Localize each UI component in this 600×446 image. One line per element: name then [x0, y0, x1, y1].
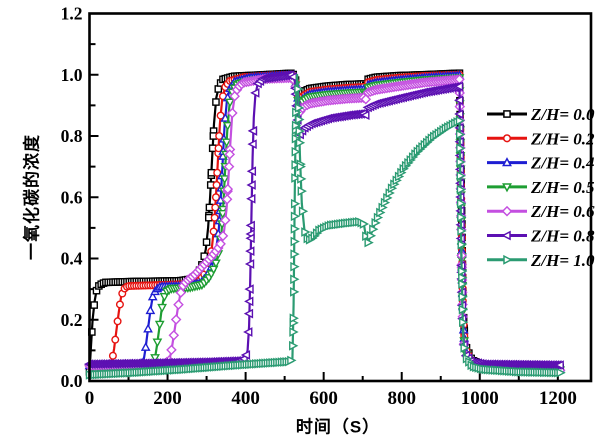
legend-item-3: Z/H= 0.5 — [487, 178, 595, 197]
y-tick-labels: 0.0 0.2 0.4 0.6 0.8 1.0 1.2 — [61, 4, 83, 392]
legend-item-5: Z/H= 0.8 — [487, 227, 595, 246]
svg-text:Z/H= 0.0: Z/H= 0.0 — [530, 105, 595, 124]
svg-text:Z/H= 0.5: Z/H= 0.5 — [530, 178, 595, 197]
svg-text:0.2: 0.2 — [61, 310, 83, 330]
legend-item-1: Z/H= 0.2 — [487, 129, 595, 148]
series-z-h-1-0 — [85, 73, 566, 380]
x-tick-labels: 0 200 400 600 800 1000 1200 — [85, 388, 577, 409]
svg-text:Z/H= 0.8: Z/H= 0.8 — [530, 227, 595, 246]
svg-text:0.6: 0.6 — [61, 187, 83, 207]
svg-text:400: 400 — [231, 388, 260, 409]
svg-text:0.8: 0.8 — [61, 126, 83, 146]
svg-text:0.0: 0.0 — [61, 371, 83, 391]
legend-item-6: Z/H= 1.0 — [487, 251, 595, 270]
svg-text:800: 800 — [387, 388, 416, 409]
legend-item-4: Z/H= 0.6 — [487, 202, 595, 221]
legend: Z/H= 0.0 Z/H= 0.2 Z/H= 0.4 Z/H= 0.5 Z/H= 0.6… — [487, 105, 595, 270]
legend-item-2: Z/H= 0.4 — [487, 154, 595, 173]
svg-text:1.0: 1.0 — [61, 65, 83, 85]
svg-text:Z/H= 1.0: Z/H= 1.0 — [530, 251, 595, 270]
legend-item-0: Z/H= 0.0 — [487, 105, 595, 124]
svg-text:1.2: 1.2 — [61, 4, 83, 24]
svg-text:1200: 1200 — [539, 388, 577, 409]
x-axis-title: 时间（S） — [295, 417, 381, 437]
svg-text:200: 200 — [153, 388, 182, 409]
svg-text:1000: 1000 — [461, 388, 499, 409]
svg-text:0: 0 — [85, 388, 95, 409]
svg-text:Z/H= 0.2: Z/H= 0.2 — [530, 129, 595, 148]
svg-text:0.4: 0.4 — [61, 249, 83, 269]
y-axis-title: 一氧化碳的浓度 — [22, 134, 42, 260]
svg-text:Z/H= 0.4: Z/H= 0.4 — [530, 154, 595, 173]
plot-frame — [88, 12, 593, 383]
svg-text:Z/H= 0.6: Z/H= 0.6 — [530, 202, 595, 221]
svg-text:600: 600 — [309, 388, 338, 409]
